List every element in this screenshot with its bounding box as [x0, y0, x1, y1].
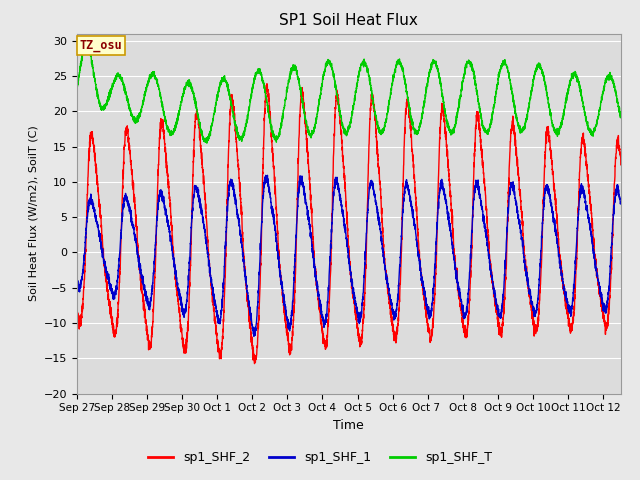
sp1_SHF_2	[617, 162, 625, 168]
sp1_SHF_2	[237, 197, 244, 203]
sp1_SHF_T	[217, 78, 225, 84]
sp1_SHF_1	[264, 172, 271, 178]
sp1_SHF_2	[73, 303, 81, 309]
Legend: sp1_SHF_2, sp1_SHF_1, sp1_SHF_T: sp1_SHF_2, sp1_SHF_1, sp1_SHF_T	[143, 446, 497, 469]
sp1_SHF_T	[82, 38, 90, 44]
sp1_SHF_1	[217, 314, 225, 320]
sp1_SHF_2	[217, 352, 225, 358]
sp1_SHF_1	[250, 334, 258, 339]
sp1_SHF_1	[73, 284, 81, 289]
sp1_SHF_1	[617, 200, 625, 205]
Title: SP1 Soil Heat Flux: SP1 Soil Heat Flux	[280, 13, 418, 28]
sp1_SHF_1	[463, 304, 470, 310]
Line: sp1_SHF_T: sp1_SHF_T	[77, 41, 621, 143]
X-axis label: Time: Time	[333, 419, 364, 432]
Y-axis label: Soil Heat Flux (W/m2), SoilT (C): Soil Heat Flux (W/m2), SoilT (C)	[28, 126, 38, 301]
sp1_SHF_T	[617, 115, 625, 120]
sp1_SHF_2	[520, 241, 527, 247]
sp1_SHF_T	[115, 72, 122, 78]
sp1_SHF_2	[251, 361, 259, 367]
Line: sp1_SHF_1: sp1_SHF_1	[77, 175, 621, 336]
sp1_SHF_1	[570, 288, 577, 293]
sp1_SHF_2	[570, 309, 577, 315]
sp1_SHF_T	[237, 135, 244, 141]
sp1_SHF_2	[263, 81, 271, 86]
sp1_SHF_1	[237, 229, 244, 235]
sp1_SHF_1	[520, 253, 527, 259]
sp1_SHF_T	[203, 140, 211, 146]
sp1_SHF_T	[570, 71, 577, 77]
Text: TZ_osu: TZ_osu	[79, 39, 122, 52]
sp1_SHF_2	[463, 333, 470, 338]
sp1_SHF_T	[463, 60, 470, 66]
sp1_SHF_1	[114, 271, 122, 276]
Line: sp1_SHF_2: sp1_SHF_2	[77, 84, 621, 364]
sp1_SHF_T	[73, 89, 81, 95]
sp1_SHF_T	[520, 126, 527, 132]
sp1_SHF_2	[114, 308, 122, 314]
